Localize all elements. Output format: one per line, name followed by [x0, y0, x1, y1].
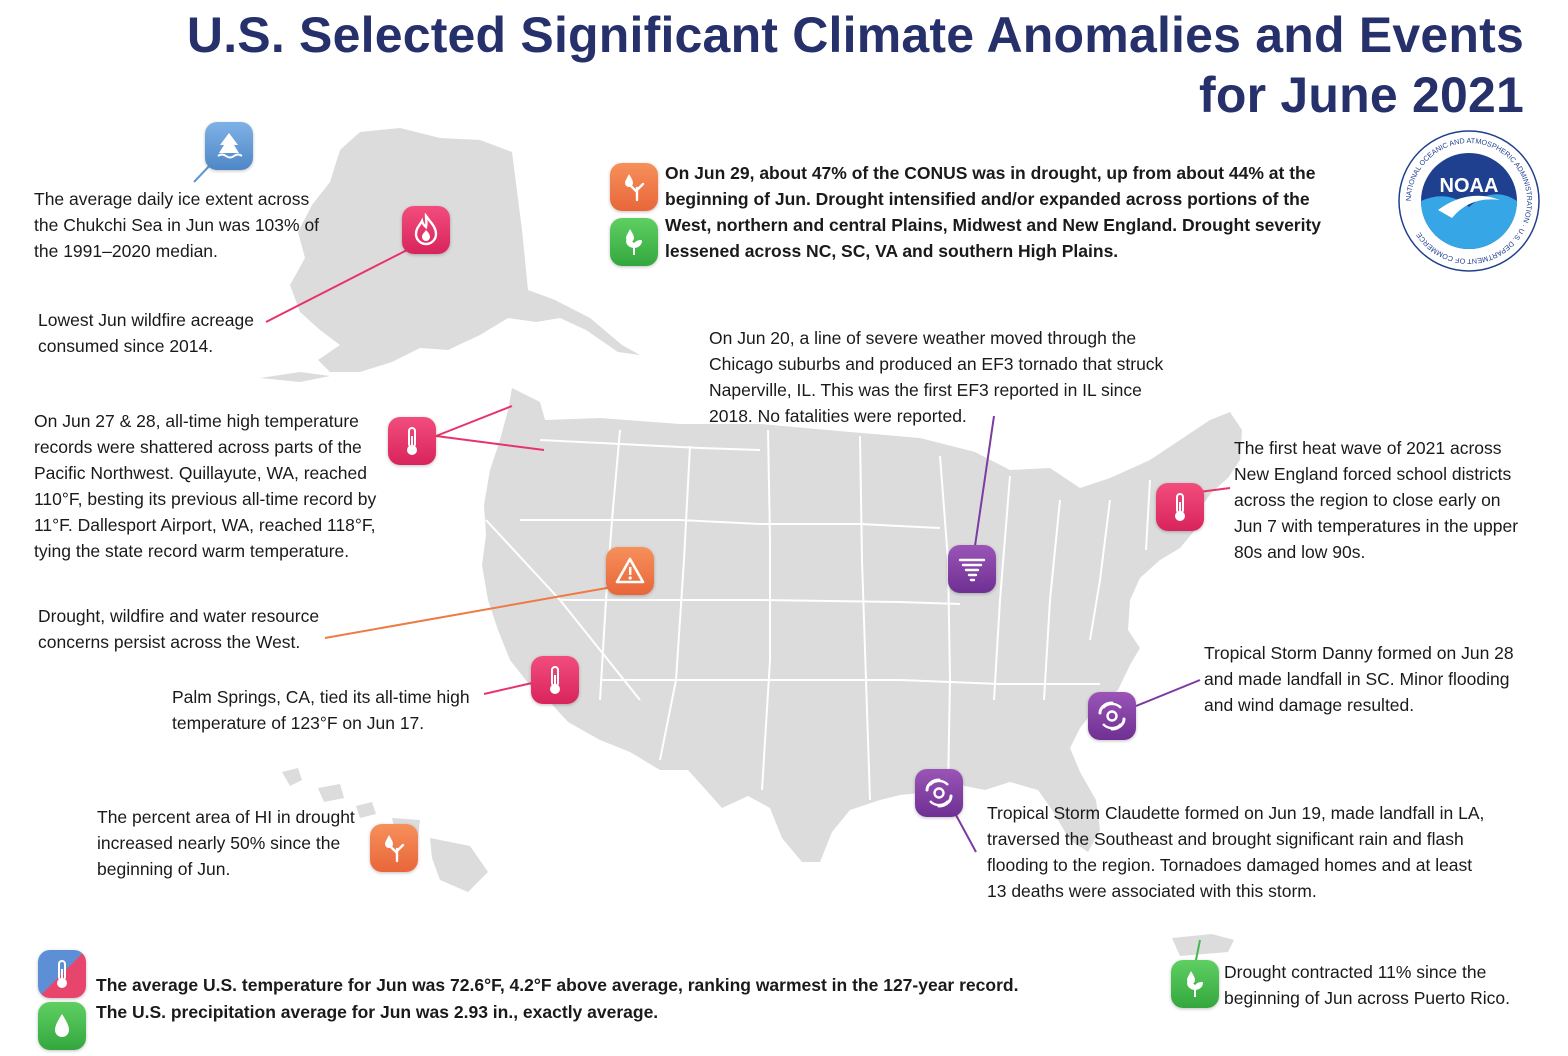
hawaii-note: The percent area of HI in drought increa… — [97, 804, 355, 882]
danny-line-2: and made landfall in SC. Minor flooding — [1204, 669, 1510, 689]
alaska-ice-line-1: The average daily ice extent across — [34, 189, 310, 209]
pnw-heat-note: On Jun 27 & 28, all-time high temperatur… — [34, 408, 376, 564]
west-drought-line-1: Drought, wildfire and water resource — [38, 606, 320, 626]
title-line-1: U.S. Selected Significant Climate Anomal… — [186, 7, 1524, 63]
alaska-ice-line-3: the 1991–2020 median. — [34, 241, 218, 261]
new-england-heat-line-1: The first heat wave of 2021 across — [1234, 438, 1502, 458]
claudette-line-4: 13 deaths were associated with this stor… — [987, 881, 1317, 901]
puerto-rico-line-1: Drought contracted 11% since the — [1224, 962, 1487, 982]
pnw-heat-line-1: On Jun 27 & 28, all-time high temperatur… — [34, 411, 359, 431]
callout-lines — [193, 161, 1231, 961]
claudette-line-2: traversed the Southeast and brought sign… — [987, 829, 1464, 849]
alaska-fire-line-1: Lowest Jun wildfire acreage — [38, 310, 254, 330]
palm-springs-thermometer-icon — [531, 656, 579, 704]
tornado-icon — [948, 545, 996, 593]
chicago-tornado-note: On Jun 20, a line of severe weather move… — [709, 325, 1163, 429]
aleutian-islands — [260, 372, 330, 382]
chicago-tornado-line-4: 2018. No fatalities were reported. — [709, 406, 967, 426]
hawaii-line-1: The percent area of HI in drought — [97, 807, 355, 827]
chicago-tornado-line-3: Naperville, IL. This was the first EF3 r… — [709, 380, 1142, 400]
conus-shape — [482, 388, 1242, 862]
new-england-heat-line-2: New England forced school districts — [1234, 464, 1512, 484]
puerto-rico-wet-plant-icon — [1171, 960, 1219, 1008]
conus-drought-icon — [610, 163, 658, 211]
pnw-heat-line-3: Pacific Northwest. Quillayute, WA, reach… — [34, 463, 367, 483]
conus-drought-line-4: lessened across NC, SC, VA and southern … — [665, 241, 1119, 261]
danny-hurricane-icon — [1088, 692, 1136, 740]
puerto-rico-shape — [1172, 934, 1234, 956]
palm-springs-line-1: Palm Springs, CA, tied its all-time high — [172, 687, 470, 707]
puerto-rico-note: Drought contracted 11% since the beginni… — [1224, 959, 1510, 1011]
wildfire-icon — [402, 206, 450, 254]
alaska-fire-line-2: consumed since 2014. — [38, 336, 214, 356]
claudette-hurricane-icon — [915, 769, 963, 817]
danny-line-1: Tropical Storm Danny formed on Jun 28 — [1204, 643, 1514, 663]
warning-icon — [606, 547, 654, 595]
conus-drought-line-2: beginning of Jun. Drought intensified an… — [665, 189, 1310, 209]
alaska-fire-note: Lowest Jun wildfire acreage consumed sin… — [38, 307, 254, 359]
hawaii-line-3: beginning of Jun. — [97, 859, 231, 879]
noaa-wordmark: NOAA — [1440, 175, 1499, 197]
chicago-tornado-line-2: Chicago suburbs and produced an EF3 torn… — [709, 354, 1164, 374]
noaa-logo: NATIONAL OCEANIC AND ATMOSPHERIC ADMINIS… — [1398, 130, 1540, 272]
alaska-ice-note: The average daily ice extent across the … — [34, 186, 319, 264]
conus-drought-line-3: West, northern and central Plains, Midwe… — [665, 215, 1322, 235]
palm-springs-line-2: temperature of 123°F on Jun 17. — [172, 713, 425, 733]
new-england-heat-line-4: Jun 7 with temperatures in the upper — [1234, 516, 1519, 536]
temperature-summary: The average U.S. temperature for Jun was… — [96, 975, 1019, 995]
pnw-heat-line-6: tying the state record warm temperature. — [34, 541, 350, 561]
pnw-heat-line-4: 110°F, besting its previous all-time rec… — [34, 489, 377, 509]
claudette-line-3: flooding to the region. Tornadoes damage… — [987, 855, 1473, 875]
pnw-thermometer-icon — [388, 417, 436, 465]
title-line-2: for June 2021 — [1199, 67, 1524, 123]
pnw-heat-line-2: records were shattered across parts of t… — [34, 437, 362, 457]
state-borders — [485, 429, 1151, 801]
claudette-line-1: Tropical Storm Claudette formed on Jun 1… — [987, 803, 1485, 823]
new-england-heat-note: The first heat wave of 2021 across New E… — [1234, 435, 1518, 565]
west-drought-line-2: concerns persist across the West. — [38, 632, 301, 652]
sea-ice-icon — [205, 122, 253, 170]
new-england-thermometer-icon — [1156, 483, 1204, 531]
conus-drought-line-1: On Jun 29, about 47% of the CONUS was in… — [665, 163, 1316, 183]
danny-line-3: and wind damage resulted. — [1204, 695, 1415, 715]
hawaii-line-2: increased nearly 50% since the — [97, 833, 341, 853]
precipitation-summary: The U.S. precipitation average for Jun w… — [96, 1002, 659, 1022]
alaska-shape — [290, 128, 640, 372]
danny-note: Tropical Storm Danny formed on Jun 28 an… — [1204, 640, 1514, 718]
west-drought-note: Drought, wildfire and water resource con… — [38, 603, 319, 655]
temperature-summary-icon — [38, 950, 86, 998]
conus-wet-plant-icon — [610, 218, 658, 266]
pnw-heat-line-5: 11°F. Dallesport Airport, WA, reached 11… — [34, 515, 376, 535]
new-england-heat-line-5: 80s and low 90s. — [1234, 542, 1366, 562]
palm-springs-note: Palm Springs, CA, tied its all-time high… — [172, 684, 470, 736]
conus-drought-note: On Jun 29, about 47% of the CONUS was in… — [665, 160, 1321, 264]
puerto-rico-line-2: beginning of Jun across Puerto Rico. — [1224, 988, 1510, 1008]
alaska-ice-line-2: the Chukchi Sea in Jun was 103% of — [34, 215, 320, 235]
new-england-heat-line-3: across the region to close early on — [1234, 490, 1501, 510]
page-title: U.S. Selected Significant Climate Anomal… — [187, 8, 1524, 122]
precipitation-summary-icon — [38, 1002, 86, 1050]
claudette-note: Tropical Storm Claudette formed on Jun 1… — [987, 800, 1484, 904]
chicago-tornado-line-1: On Jun 20, a line of severe weather move… — [709, 328, 1137, 348]
hawaii-drought-icon — [370, 824, 418, 872]
